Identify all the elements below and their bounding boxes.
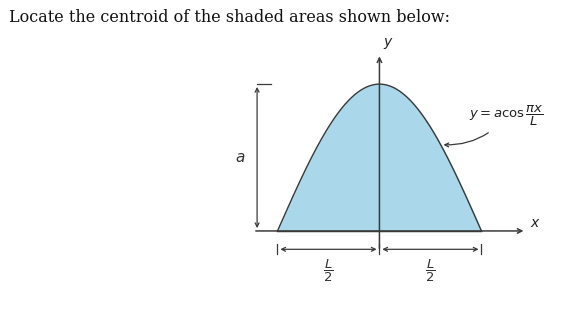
Text: $a$: $a$ bbox=[234, 151, 245, 165]
Text: $y = a\cos\dfrac{\pi x}{L}$: $y = a\cos\dfrac{\pi x}{L}$ bbox=[445, 104, 544, 147]
Text: $x$: $x$ bbox=[530, 216, 541, 230]
Text: $\dfrac{L}{2}$: $\dfrac{L}{2}$ bbox=[323, 258, 333, 284]
Text: Locate the centroid of the shaded areas shown below:: Locate the centroid of the shaded areas … bbox=[9, 9, 450, 26]
Text: $y$: $y$ bbox=[382, 36, 393, 52]
Text: $\dfrac{L}{2}$: $\dfrac{L}{2}$ bbox=[425, 258, 435, 284]
